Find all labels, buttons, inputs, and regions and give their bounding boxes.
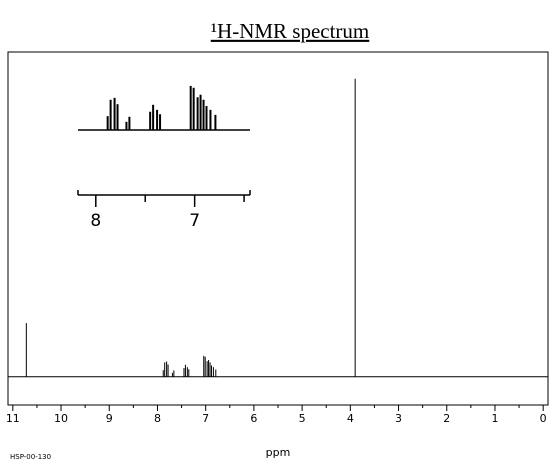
x-tick-label: 9: [106, 412, 113, 425]
x-tick-label: 7: [202, 412, 209, 425]
x-tick-label: 8: [154, 412, 161, 425]
x-tick-label: 0: [540, 412, 547, 425]
x-tick-label: 6: [250, 412, 257, 425]
x-tick-label: 3: [395, 412, 402, 425]
x-tick-label: 5: [299, 412, 306, 425]
x-tick-label: 11: [6, 412, 20, 425]
x-axis-label: ppm: [266, 446, 291, 459]
inset-tick-label: 7: [189, 211, 200, 231]
chart-title: ¹H-NMR spectrum: [211, 19, 370, 43]
x-tick-label: 2: [443, 412, 450, 425]
x-tick-label: 10: [54, 412, 68, 425]
x-tick-label: 4: [347, 412, 354, 425]
x-tick-label: 1: [491, 412, 498, 425]
inset-tick-label: 8: [90, 211, 101, 231]
spectrum-code: HSP-00-130: [10, 453, 51, 461]
plot-frame: [7, 51, 549, 406]
